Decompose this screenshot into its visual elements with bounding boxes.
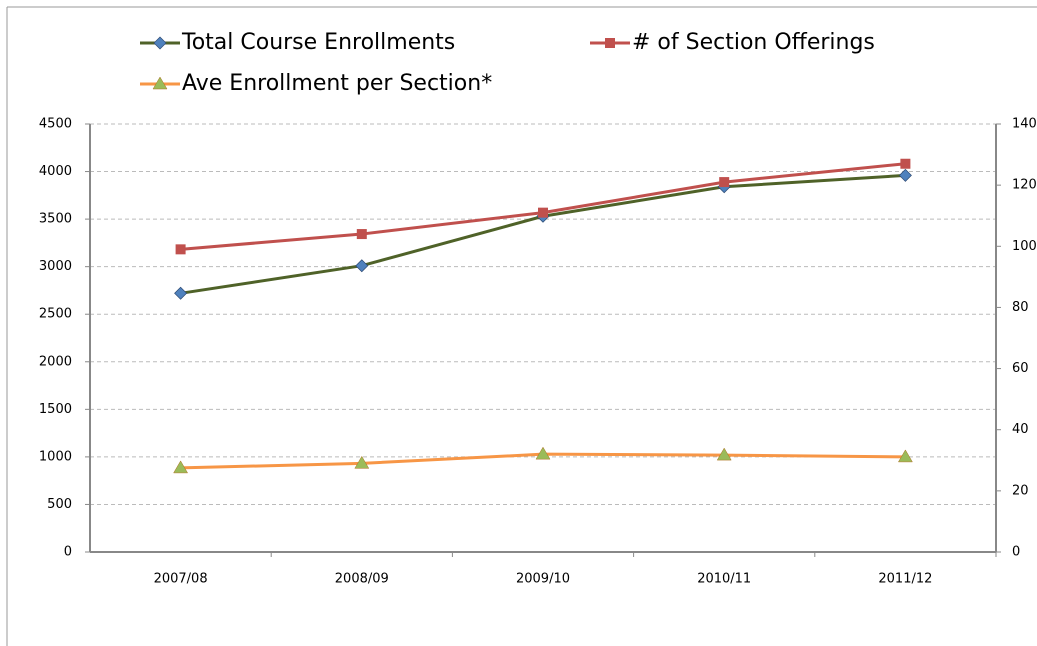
data-point — [538, 207, 548, 218]
y-tick-label: 0 — [64, 545, 72, 560]
series-line — [180, 162, 906, 251]
y2-tick-label: 120 — [1012, 178, 1037, 193]
data-point — [719, 177, 730, 188]
y-tick-label: 4500 — [39, 117, 72, 132]
y-tick-label: 1000 — [39, 449, 72, 464]
legend-entry: Ave Enrollment per Section* — [182, 71, 492, 96]
x-tick-label: 2007/08 — [154, 572, 208, 587]
y2-tick-label: 0 — [1012, 545, 1020, 560]
data-point — [900, 158, 911, 169]
data-point — [173, 460, 189, 474]
x-tick-label: 2011/12 — [878, 572, 932, 587]
legend-entry: # of Section Offerings — [632, 30, 875, 55]
legend-marker — [605, 38, 615, 48]
y-tick-label: 1500 — [39, 402, 72, 417]
data-point — [175, 244, 186, 255]
data-point — [898, 168, 912, 182]
legend-marker — [152, 76, 168, 90]
y-tick-label: 4000 — [39, 164, 72, 179]
y-tick-label: 3500 — [39, 212, 72, 227]
series-line — [180, 173, 906, 295]
data-point — [174, 286, 188, 300]
data-point — [535, 446, 551, 460]
legend-entry: Total Course Enrollments — [181, 30, 455, 55]
x-tick-label: 2010/11 — [697, 572, 751, 587]
data-point — [356, 229, 367, 240]
y-tick-label: 500 — [47, 497, 72, 512]
legend-marker — [153, 36, 167, 50]
data-point — [716, 447, 732, 461]
y-tick-label: 2000 — [39, 354, 72, 369]
y2-tick-label: 60 — [1012, 361, 1029, 376]
x-tick-label: 2008/09 — [335, 572, 389, 587]
y2-tick-label: 100 — [1012, 239, 1037, 254]
data-point — [354, 455, 370, 469]
data-point — [355, 259, 369, 273]
y-tick-label: 2500 — [39, 307, 72, 322]
data-point — [897, 449, 913, 463]
y-tick-label: 3000 — [39, 259, 72, 274]
y2-tick-label: 20 — [1012, 483, 1029, 498]
x-tick-label: 2009/10 — [516, 572, 570, 587]
y2-tick-label: 140 — [1012, 117, 1037, 132]
y2-tick-label: 80 — [1012, 300, 1029, 315]
y2-tick-label: 40 — [1012, 422, 1029, 437]
